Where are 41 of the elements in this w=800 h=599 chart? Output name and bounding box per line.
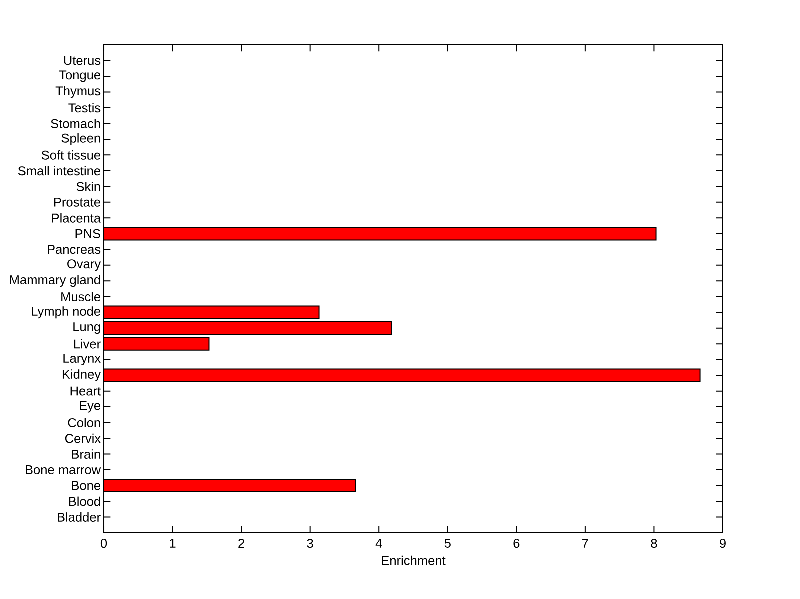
y-tick-label: Heart — [70, 386, 101, 396]
y-tick-label: Thymus — [56, 86, 101, 98]
y-tick-label: Eye — [80, 401, 100, 413]
x-tick-label: 6 — [514, 539, 520, 548]
y-tick-label: Cervix — [65, 434, 101, 444]
y-tick-label: Kidney — [62, 370, 102, 382]
x-tick-label: 7 — [582, 539, 588, 548]
y-tick-label: Mammary gland — [10, 275, 100, 288]
y-tick-label: Prostate — [54, 198, 100, 207]
y-tick-label: Brain — [72, 450, 100, 459]
x-tick-label: 1 — [170, 539, 176, 548]
x-tick-label: 4 — [376, 539, 382, 548]
y-tick-label: Lung — [74, 322, 100, 334]
y-tick-label: Stomach — [51, 119, 100, 128]
y-tick-label: Blood — [69, 496, 100, 506]
y-tick-label: Tongue — [59, 70, 101, 82]
x-axis-title: Enrichment — [382, 556, 446, 566]
x-tick-label: 3 — [307, 539, 314, 548]
x-tick-label: 5 — [444, 539, 451, 548]
x-tick-label: 8 — [651, 539, 658, 548]
y-tick-label: Uterus — [64, 56, 101, 66]
y-tick-label: PNS — [76, 229, 100, 238]
y-tick-label: Larynx — [64, 354, 101, 366]
y-tick-label: Small intestine — [18, 166, 100, 176]
y-tick-label: Placenta — [52, 213, 102, 223]
y-tick-label: Ovary — [68, 260, 102, 272]
y-tick-label: Liver — [74, 339, 101, 349]
y-tick-label: Soft tissue — [42, 150, 100, 160]
y-tick-label: Testis — [68, 103, 101, 113]
y-tick-label: Muscle — [62, 292, 100, 302]
y-tick-label: Colon — [68, 418, 100, 428]
y-tick-label: Lymph node — [32, 306, 100, 319]
x-tick-label: 9 — [720, 539, 726, 548]
x-tick-label: 2 — [238, 539, 244, 548]
y-tick-label: Skin — [76, 182, 100, 192]
y-tick-label: Bone — [72, 481, 100, 490]
y-tick-label: Pancreas — [48, 245, 101, 254]
y-tick-label: Spleen — [62, 133, 100, 146]
y-tick-label: Bladder — [58, 512, 101, 522]
y-tick-label: Bone marrow — [26, 466, 102, 474]
x-tick-label: 0 — [100, 539, 108, 548]
